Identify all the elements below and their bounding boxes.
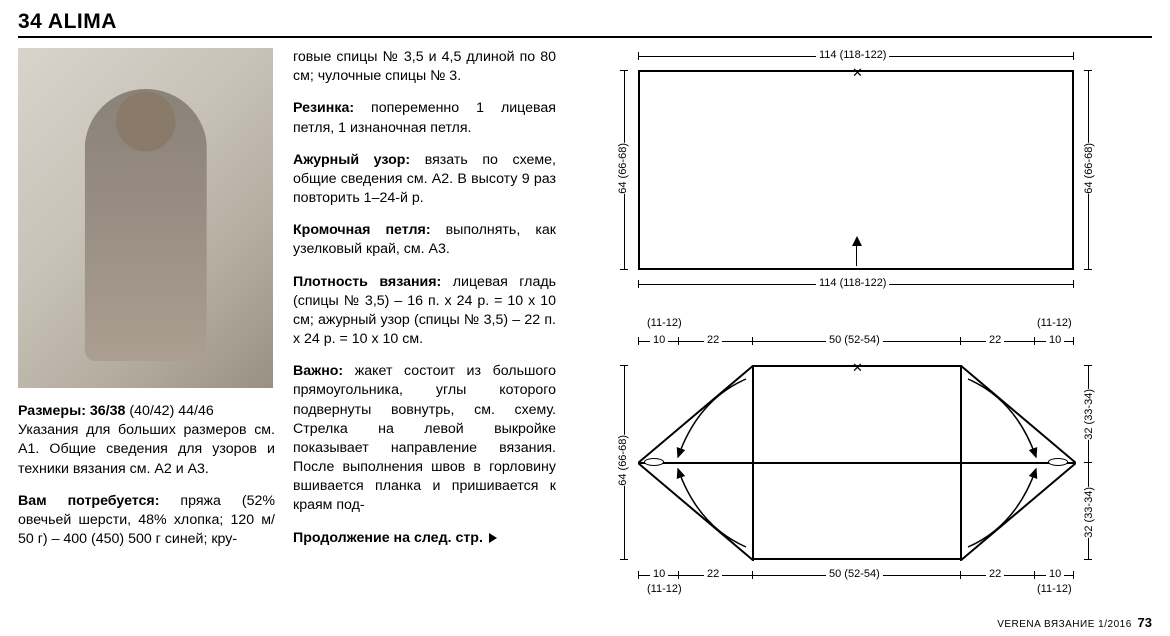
tick [620, 269, 628, 270]
edge-label: Кромочная петля: [293, 222, 431, 238]
tick [1084, 70, 1092, 71]
corner-br: (11-12) [1034, 583, 1075, 595]
note-text: жакет состоит из большого прямоугольника… [293, 363, 556, 513]
page-title: 34 ALIMA [18, 10, 1152, 34]
corner-tl: (11-12) [644, 317, 685, 329]
tick [1034, 337, 1035, 345]
seg10-tl: 10 [650, 334, 668, 346]
dim-left-label: 64 (66-68) [614, 143, 632, 194]
tick [678, 571, 679, 579]
tick [1084, 559, 1092, 560]
dim-right-label: 64 (66-68) [1080, 143, 1098, 194]
tick [620, 559, 628, 560]
magazine-name: VERENA ВЯЗАНИЕ 1/2016 [997, 619, 1132, 630]
seg22-br: 22 [986, 568, 1004, 580]
eye-right [1048, 458, 1068, 466]
model-photo [18, 48, 273, 388]
tick [678, 337, 679, 345]
gauge-label: Плотность вязания: [293, 274, 441, 290]
rib-label: Резинка: [293, 100, 354, 116]
tick [1073, 337, 1074, 345]
column-middle: говые спицы № 3,5 и 4,5 длиной по 80 см;… [293, 48, 578, 617]
seg50-b: 50 (52-54) [826, 568, 883, 580]
diagram-folded: (11-12) (11-12) 10 22 50 (52-54) 22 10 [586, 317, 1126, 617]
tick [638, 337, 639, 345]
tick [620, 365, 628, 366]
dim-top-label: 114 (118-122) [816, 49, 889, 61]
tick [752, 571, 753, 579]
seg10-tr: 10 [1046, 334, 1064, 346]
page-header: 34 ALIMA [18, 10, 1152, 38]
dim2-r-bot: 32 (33-34) [1080, 487, 1098, 538]
tick [960, 571, 961, 579]
tick [1034, 571, 1035, 579]
tick [1073, 571, 1074, 579]
diagram-rectangle: 114 (118-122) ✕ 114 (118-122) [586, 48, 1126, 313]
dim2-left-label: 64 (66-68) [614, 435, 632, 486]
arrow-right-icon [489, 533, 497, 543]
needles-cont: говые спицы № 3,5 и 4,5 длиной по 80 см;… [293, 48, 556, 86]
corner-tr: (11-12) [1034, 317, 1075, 329]
dim2-r-top: 32 (33-34) [1080, 389, 1098, 440]
tick [638, 280, 639, 288]
arrow-up-icon [852, 236, 862, 246]
tick [1084, 365, 1092, 366]
continue-line: Продолжение на след. стр. [293, 529, 556, 548]
cross-mark2: ✕ [852, 361, 863, 374]
lace-label: Ажурный узор: [293, 152, 410, 168]
page-footer: VERENA ВЯЗАНИЕ 1/2016 73 [997, 615, 1152, 630]
column-left: Размеры: 36/38 (40/42) 44/46 Указания дл… [18, 48, 293, 617]
left-text: Размеры: 36/38 (40/42) 44/46 Указания дл… [18, 402, 275, 549]
tick [1084, 462, 1092, 463]
corner-bl: (11-12) [644, 583, 685, 595]
photo-figure [84, 89, 206, 361]
seg22-tr: 22 [986, 334, 1004, 346]
content-row: Размеры: 36/38 (40/42) 44/46 Указания дл… [18, 48, 1152, 617]
sizes-note: Указания для больших размеров см. А1. Об… [18, 422, 275, 476]
page-number: 73 [1138, 615, 1152, 630]
seg50-t: 50 (52-54) [826, 334, 883, 346]
seg22-bl: 22 [704, 568, 722, 580]
tick [752, 337, 753, 345]
materials-label: Вам потребуется: [18, 493, 159, 509]
dim-bottom-label: 114 (118-122) [816, 277, 889, 289]
eye-left [644, 458, 664, 466]
schematic-wrap: 114 (118-122) ✕ 114 (118-122) [586, 48, 1126, 617]
seg22-tl: 22 [704, 334, 722, 346]
seg10-bl: 10 [650, 568, 668, 580]
column-right: 114 (118-122) ✕ 114 (118-122) [578, 48, 1152, 617]
tick [638, 52, 639, 60]
tick [1073, 280, 1074, 288]
sizes-rest: (40/42) 44/46 [129, 403, 213, 419]
tick [960, 337, 961, 345]
seg10-br: 10 [1046, 568, 1064, 580]
tick [620, 70, 628, 71]
tick [1084, 269, 1092, 270]
note-label: Важно: [293, 363, 343, 379]
tick [1073, 52, 1074, 60]
continue-text: Продолжение на след. стр. [293, 530, 483, 546]
cross-mark: ✕ [852, 66, 863, 79]
tick [638, 571, 639, 579]
sizes-label: Размеры: 36/38 [18, 403, 125, 419]
arrow-stem [856, 244, 857, 266]
